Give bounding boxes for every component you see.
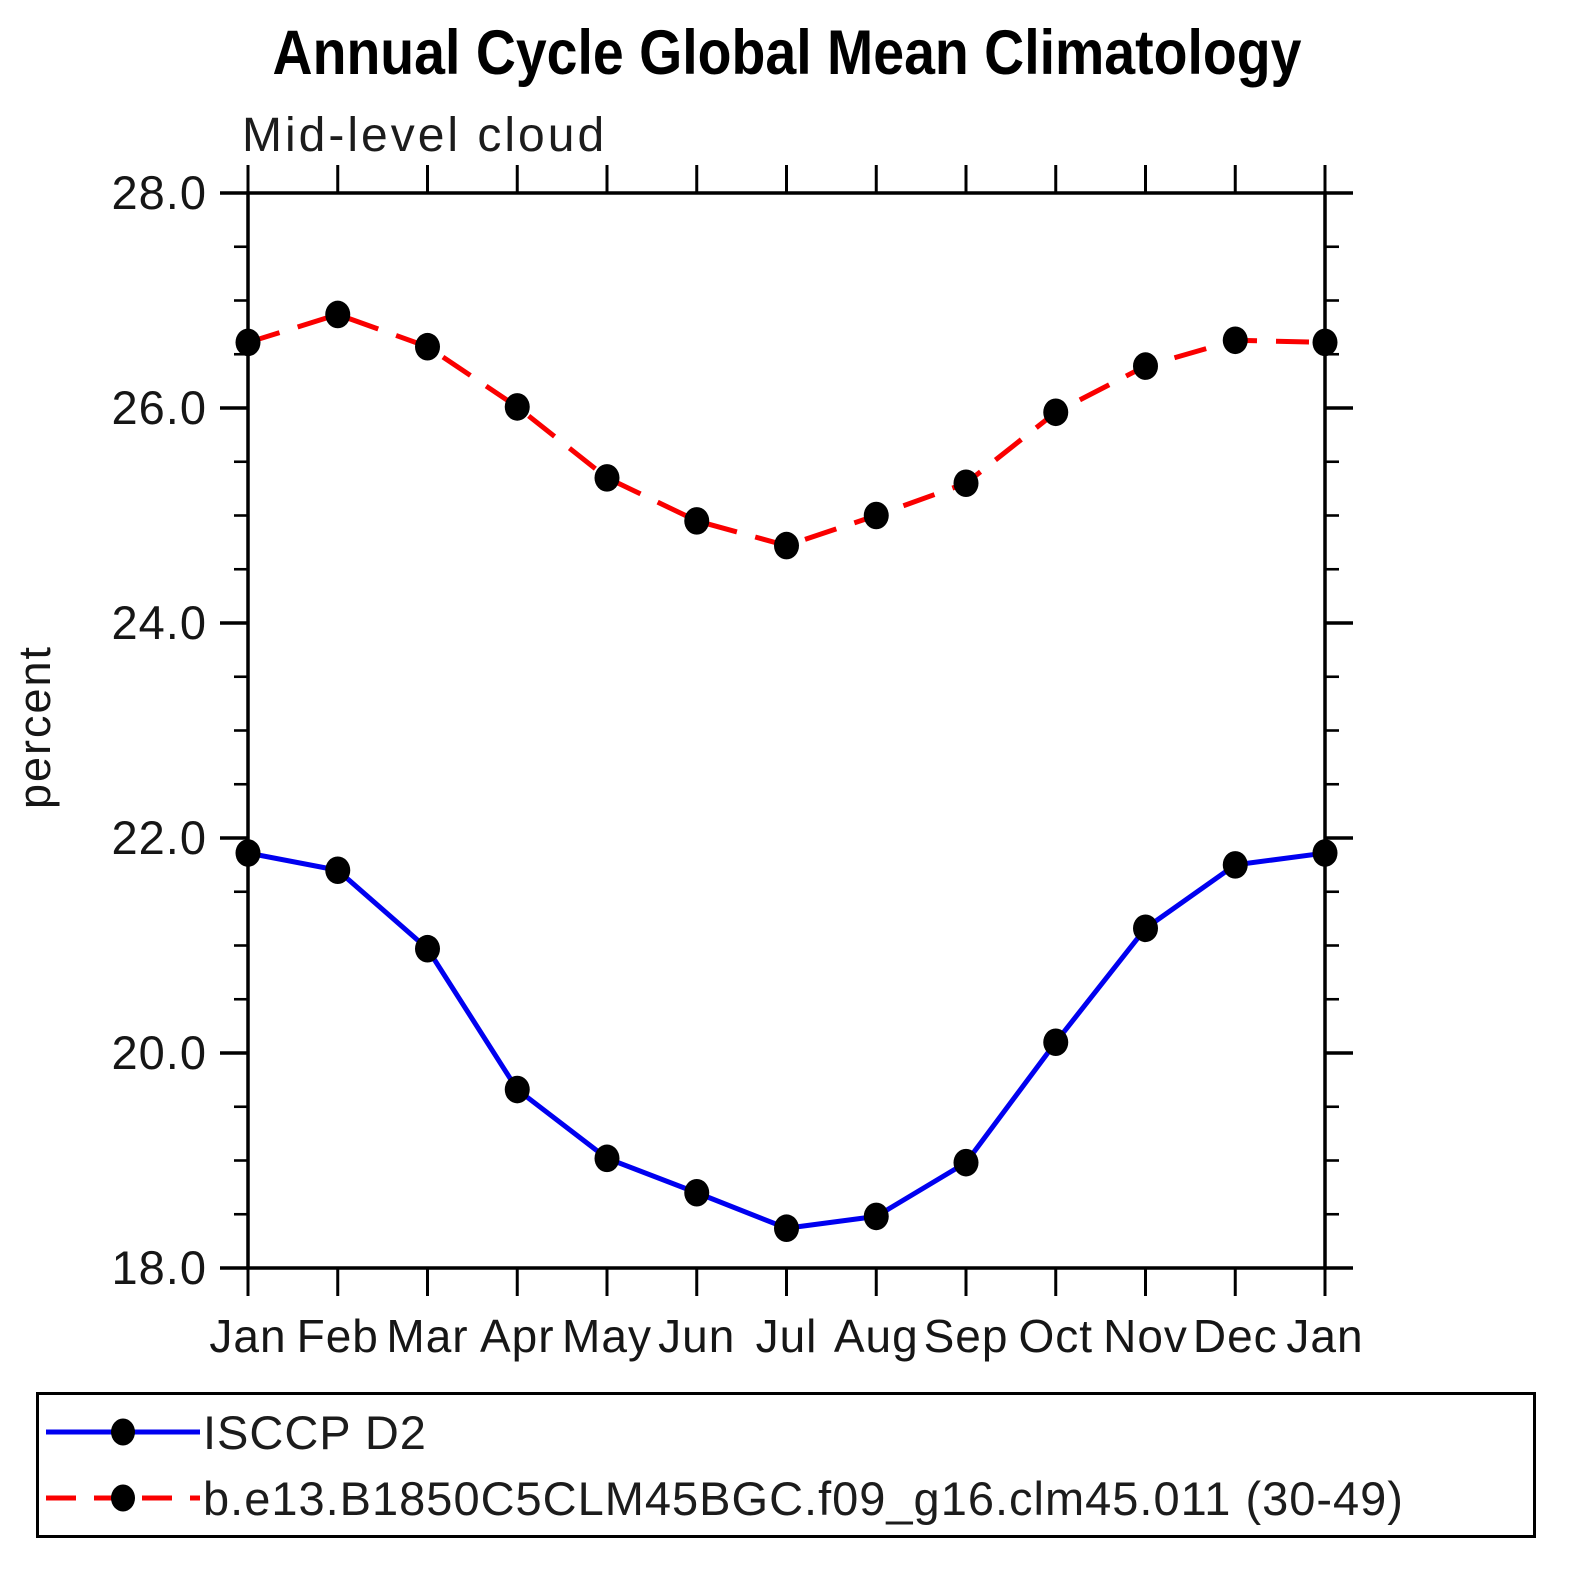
data-point <box>1222 326 1248 355</box>
data-point <box>594 1144 620 1173</box>
y-tick-label: 22.0 <box>112 811 207 864</box>
x-tick-label: Jul <box>756 1310 818 1362</box>
data-point <box>1312 328 1338 357</box>
legend-label-model: b.e13.B1850C5CLM45BGC.f09_g16.clm45.011 … <box>203 1471 1404 1525</box>
plot-frame <box>246 191 1327 1270</box>
data-point <box>235 839 261 867</box>
data-point <box>594 464 620 492</box>
legend-sample-solid-line <box>46 1418 200 1446</box>
x-tick-label: Oct <box>1018 1310 1093 1362</box>
data-point <box>504 393 530 421</box>
y-tick-label: 28.0 <box>112 166 207 219</box>
x-tick-label: Aug <box>834 1310 919 1362</box>
y-axis-title: percent <box>9 645 60 809</box>
data-point <box>504 1075 530 1104</box>
series-line-1 <box>247 311 1326 549</box>
data-point <box>1043 398 1069 427</box>
x-tick-label: Feb <box>297 1310 379 1362</box>
data-point <box>415 332 440 361</box>
y-tick-label: 26.0 <box>112 381 207 434</box>
data-point <box>235 328 261 357</box>
x-tick-label: Sep <box>924 1310 1009 1362</box>
y-tick-label: 18.0 <box>112 1241 207 1294</box>
x-tick-label: Jan <box>1286 1310 1363 1362</box>
series-line-0 <box>247 850 1326 1231</box>
x-tick-label: Apr <box>480 1310 555 1362</box>
x-tick-label: Nov <box>1103 1310 1188 1362</box>
data-point <box>863 1202 889 1231</box>
data-point <box>1133 352 1158 380</box>
data-point <box>325 856 351 885</box>
data-point <box>1222 851 1248 879</box>
chart-subtitle: Mid-level cloud <box>242 109 608 162</box>
data-point <box>774 1214 799 1243</box>
data-point <box>1043 1028 1069 1057</box>
y-tick-label: 24.0 <box>112 596 207 649</box>
data-point <box>1133 914 1158 943</box>
data-point <box>953 469 979 498</box>
data-point <box>684 507 710 535</box>
x-tick-label: May <box>562 1310 652 1362</box>
data-point <box>774 531 799 560</box>
data-point <box>684 1178 710 1207</box>
legend-marker-dot <box>111 1418 135 1446</box>
chart-title: Annual Cycle Global Mean Climatology <box>272 18 1302 88</box>
data-point <box>325 300 351 329</box>
legend-box: ISCCP D2 b.e13.B1850C5CLM45BGC.f09_g16.c… <box>36 1392 1536 1538</box>
data-point <box>953 1148 979 1177</box>
x-tick-label: Mar <box>386 1310 468 1362</box>
legend-marker-dot <box>111 1484 135 1512</box>
data-point <box>863 501 889 530</box>
x-tick-label: Jan <box>209 1310 286 1362</box>
legend-row-isccp: ISCCP D2 <box>39 1405 1533 1459</box>
data-point <box>415 934 440 963</box>
legend-sample-dashed-line <box>46 1484 200 1512</box>
legend-label-isccp: ISCCP D2 <box>203 1405 427 1459</box>
y-tick-label: 20.0 <box>112 1026 207 1079</box>
x-tick-label: Jun <box>658 1310 735 1362</box>
legend-row-model: b.e13.B1850C5CLM45BGC.f09_g16.clm45.011 … <box>39 1471 1533 1525</box>
x-tick-label: Dec <box>1193 1310 1278 1362</box>
data-point <box>1312 839 1338 867</box>
